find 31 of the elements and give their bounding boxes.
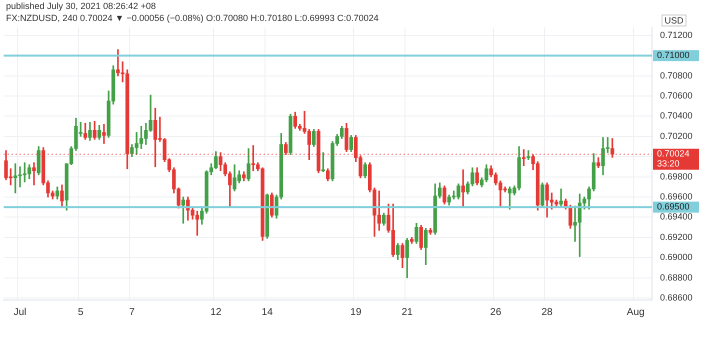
chart-subtitle: FX:NZDUSD, 240 0.70024 ▼ −0.00056 (−0.08%) O:0.70080 H:0.70180 L:0.69993 C:0.70024 (6, 13, 379, 23)
ref-line-label: 0.69500 (657, 202, 690, 212)
x-tick-label: 19 (350, 306, 362, 318)
ref-line-label: 0.70024 33:20 (657, 148, 690, 169)
candlestick (102, 124, 106, 144)
y-tick-label: 0.69800 (660, 171, 693, 182)
x-tick-label: Aug (626, 306, 645, 318)
y-tick-label: 0.69400 (660, 212, 693, 222)
ref-line-label: 0.71000 (657, 50, 690, 60)
y-tick-label: 0.71200 (660, 30, 693, 40)
x-tick-label: 7 (129, 306, 136, 318)
y-tick-label: 0.69200 (660, 232, 693, 242)
y-tick-label: 0.70800 (660, 70, 693, 80)
y-tick-label: 0.68600 (660, 292, 693, 302)
x-tick-label: 26 (490, 306, 502, 318)
x-tick-label: 28 (541, 306, 554, 318)
y-tick-label: 0.70200 (660, 130, 693, 141)
y-tick-label: 0.70600 (660, 90, 693, 101)
y-tick-label: 0.69000 (660, 252, 693, 262)
x-tick-label: 14 (262, 306, 274, 318)
y-tick-label: 0.68800 (660, 272, 693, 282)
y-tick-label: 0.69600 (660, 192, 693, 202)
chart-title: published July 30, 2021 08:26:42 +08 (6, 1, 156, 11)
x-tick-label: Jul (14, 306, 26, 318)
x-tick-label: 12 (210, 306, 222, 318)
y-axis-title: USD (664, 15, 684, 26)
y-tick-label: 0.70400 (660, 110, 693, 121)
candlestick (32, 162, 36, 186)
x-tick-label: 21 (402, 306, 414, 318)
candlestick (559, 188, 563, 206)
x-tick-label: 5 (78, 306, 84, 318)
